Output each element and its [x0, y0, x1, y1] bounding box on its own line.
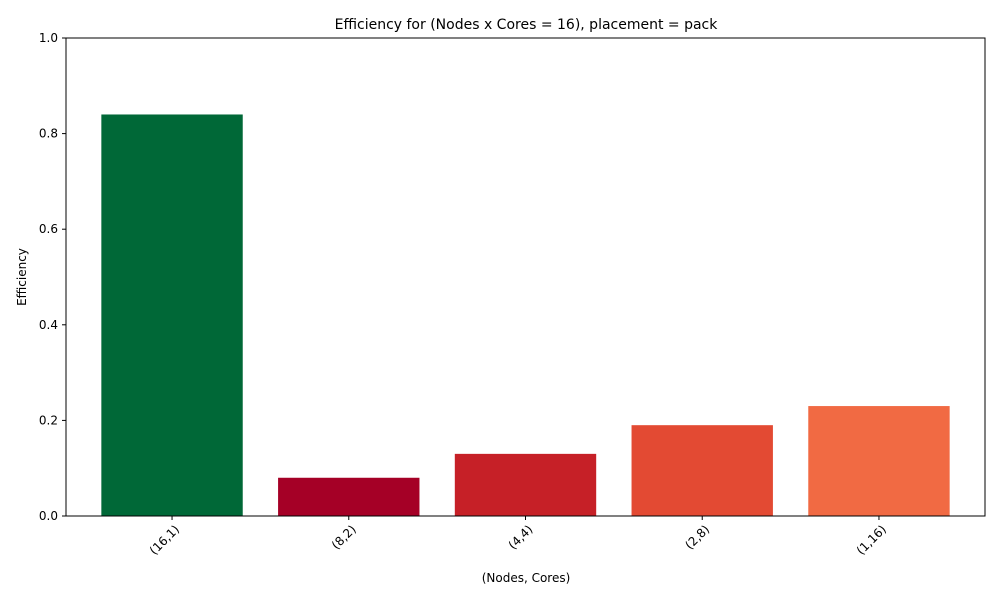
- y-tick-label-2: 0.4: [39, 318, 58, 332]
- chart-title: Efficiency for (Nodes x Cores = 16), pla…: [335, 17, 719, 33]
- bar-4: [808, 406, 950, 516]
- bar-0: [101, 114, 243, 516]
- y-ticks-group: 0.0 0.2 0.4 0.6 0.8 1.0: [39, 31, 66, 523]
- y-tick-label-0: 0.0: [39, 509, 58, 523]
- x-tick-label-3: (2,8): [682, 522, 712, 552]
- y-axis-label: Efficiency: [15, 248, 29, 306]
- x-axis-label: (Nodes, Cores): [482, 571, 571, 585]
- bar-3: [631, 425, 773, 516]
- y-tick-label-4: 0.8: [39, 127, 58, 141]
- bar-2: [454, 453, 597, 516]
- bar-1: [278, 477, 420, 516]
- x-tick-label-2: (4,4): [506, 522, 536, 552]
- x-tick-label-0: (16,1): [147, 522, 182, 557]
- x-tick-label-4: (1,16): [854, 522, 889, 557]
- plot-frame: [65, 37, 986, 517]
- x-tick-label-1: (8,2): [329, 522, 359, 552]
- bars-group: [101, 114, 950, 516]
- y-tick-label-5: 1.0: [39, 31, 58, 45]
- y-tick-label-3: 0.6: [39, 222, 58, 236]
- y-tick-label-1: 0.2: [39, 413, 58, 427]
- x-ticks-group: (16,1) (8,2) (4,4) (2,8) (1,16): [147, 516, 889, 558]
